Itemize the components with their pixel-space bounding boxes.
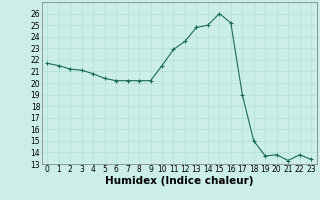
- X-axis label: Humidex (Indice chaleur): Humidex (Indice chaleur): [105, 176, 253, 186]
